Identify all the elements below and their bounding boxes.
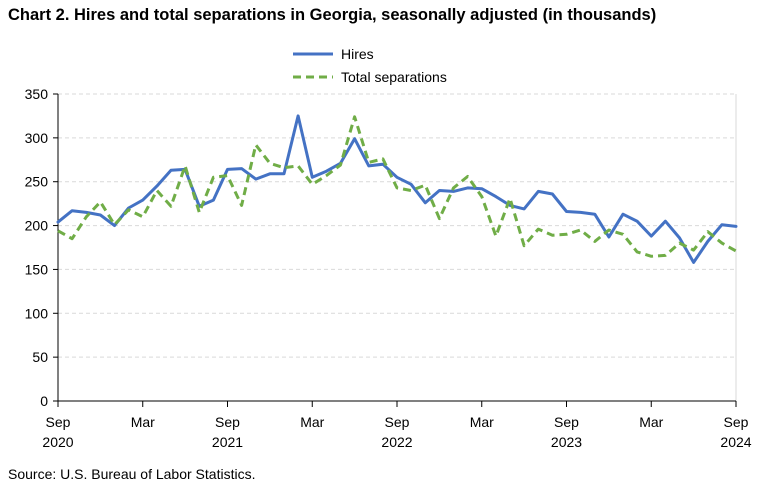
- y-axis-tick-labels: 0 50 100 150 200 250 300 350: [25, 86, 49, 409]
- x-tick-label-year: 2021: [212, 434, 243, 450]
- x-tick-label-year: 2024: [720, 434, 751, 450]
- x-tick-label-month: Sep: [724, 414, 749, 430]
- y-tick-label: 250: [25, 174, 49, 190]
- series-lines: [56, 114, 738, 264]
- y-tick-label: 300: [25, 130, 49, 146]
- y-tick-label: 100: [25, 305, 49, 321]
- x-tick-label-month: Mar: [131, 414, 155, 430]
- legend-label: Total separations: [341, 69, 447, 85]
- x-axis-tick-labels: Sep 2020 Mar Sep 2021 Mar Sep 2022 Mar Sep 2023 Mar…: [42, 414, 751, 450]
- x-tick-label-month: Mar: [639, 414, 663, 430]
- source-note: Source: U.S. Bureau of Labor Statistics.: [8, 466, 256, 482]
- y-tick-label: 150: [25, 261, 49, 277]
- series-line-hires: [56, 114, 738, 264]
- chart-title: Chart 2. Hires and total separations in …: [8, 6, 657, 24]
- legend-label: Hires: [341, 46, 374, 62]
- legend: Hires Total separations: [293, 46, 447, 85]
- x-tick-label-year: 2023: [551, 434, 582, 450]
- x-tick-label-month: Sep: [385, 414, 410, 430]
- y-tick-label: 0: [40, 393, 48, 409]
- y-tick-label: 50: [32, 349, 48, 365]
- x-tick-label-month: Mar: [300, 414, 324, 430]
- x-tick-label-month: Sep: [554, 414, 579, 430]
- axes: [53, 93, 737, 407]
- x-tick-label-year: 2022: [381, 434, 412, 450]
- y-tick-label: 200: [25, 218, 49, 234]
- y-tick-label: 350: [25, 86, 49, 102]
- x-tick-label-month: Sep: [46, 414, 71, 430]
- x-tick-label-month: Mar: [470, 414, 494, 430]
- gridlines: [58, 93, 736, 358]
- x-tick-label-month: Sep: [215, 414, 240, 430]
- x-tick-label-year: 2020: [42, 434, 73, 450]
- series-line-total-separations: [57, 115, 737, 258]
